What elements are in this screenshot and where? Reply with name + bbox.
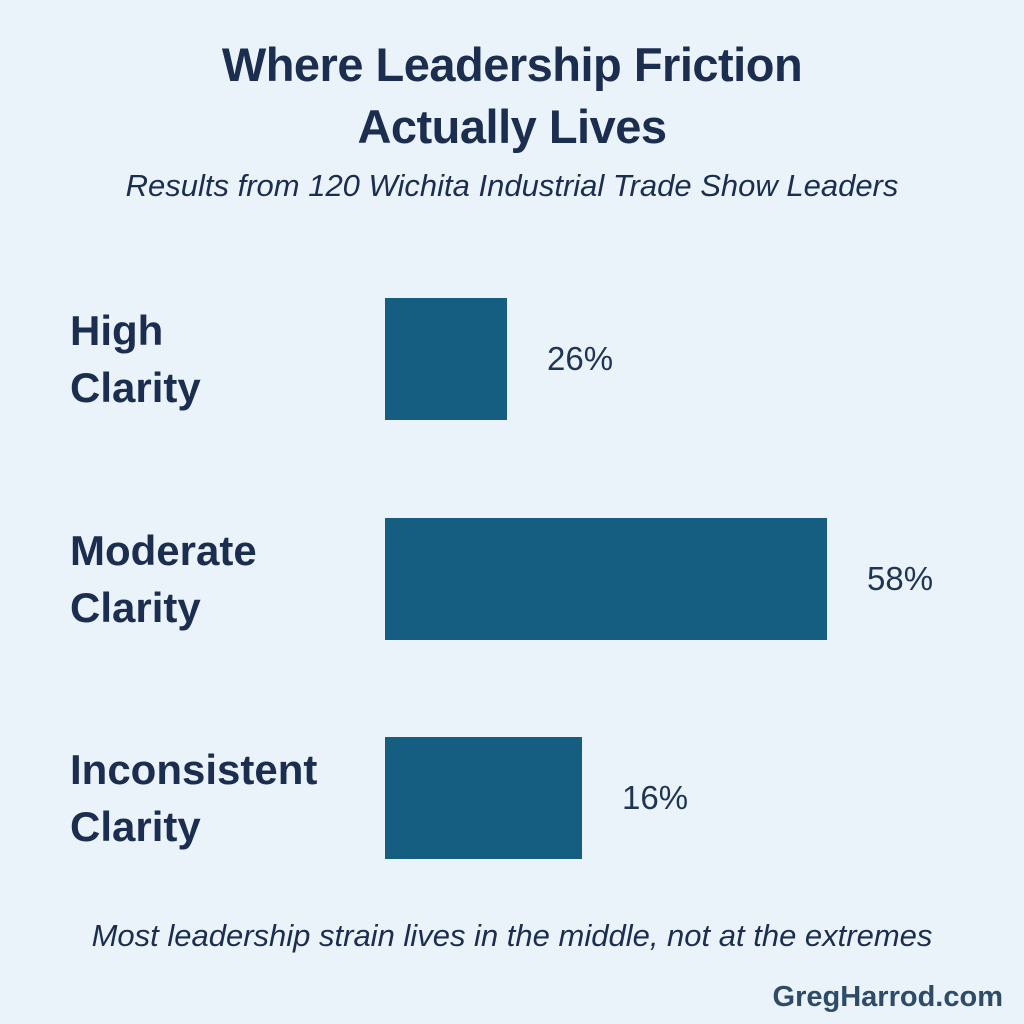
value-label-high-clarity: 26% [547, 340, 614, 377]
category-label-line: Inconsistent [70, 746, 318, 793]
value-label-moderate-clarity: 58% [867, 560, 934, 597]
brand-website: GregHarrod.com [772, 981, 1003, 1013]
bar-track: 16% [385, 737, 688, 859]
chart-row-moderate-clarity: Moderate Clarity 58% [0, 518, 1024, 640]
category-label-line: High [70, 307, 164, 354]
category-label-high-clarity: High Clarity [70, 302, 201, 416]
value-label-inconsistent-clarity: 16% [622, 779, 689, 816]
chart-subtitle: Results from 120 Wichita Industrial Trad… [125, 168, 899, 203]
chart-row-inconsistent-clarity: Inconsistent Clarity 16% [0, 737, 1024, 859]
bar-track: 58% [385, 518, 933, 640]
category-label-moderate-clarity: Moderate Clarity [70, 522, 257, 636]
title-line-1: Where Leadership Friction [221, 38, 803, 91]
category-label-line: Clarity [70, 364, 201, 411]
bar-high-clarity [385, 298, 507, 420]
bar-track: 26% [385, 298, 613, 420]
category-label-line: Moderate [70, 527, 257, 574]
category-label-line: Clarity [70, 803, 201, 850]
bar-moderate-clarity [385, 518, 827, 640]
category-label-inconsistent-clarity: Inconsistent Clarity [70, 741, 317, 855]
category-label-line: Clarity [70, 584, 201, 631]
page-title: Where Leadership Friction Actually Lives [0, 34, 1024, 158]
bar-inconsistent-clarity [385, 737, 582, 859]
title-line-2: Actually Lives [357, 100, 667, 153]
annotation-text: Most leadership strain lives in the midd… [91, 918, 933, 953]
chart-row-high-clarity: High Clarity 26% [0, 298, 1024, 420]
